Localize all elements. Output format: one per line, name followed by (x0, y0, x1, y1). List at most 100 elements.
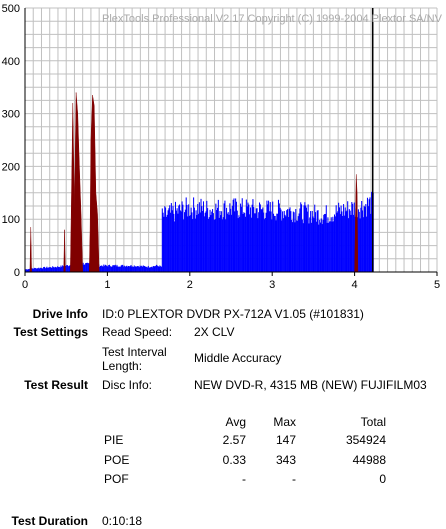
pie-bar (133, 265, 135, 272)
pie-bar (248, 204, 250, 272)
pie-bar (105, 265, 107, 272)
pie-bar (187, 216, 189, 272)
pie-bar (210, 215, 212, 272)
pie-bar (25, 269, 27, 272)
stats-row-name: POF (104, 472, 129, 486)
pie-bar (104, 264, 106, 272)
pie-bar (181, 201, 183, 272)
pie-bar (330, 217, 332, 272)
stats-row-total: 44988 (352, 453, 386, 467)
pie-bar (296, 220, 298, 272)
pie-bar (151, 266, 153, 272)
pie-bar (122, 264, 124, 272)
pie-bar (58, 266, 60, 272)
pie-bar (284, 214, 286, 272)
pie-bar (209, 209, 211, 272)
pie-bar (169, 205, 171, 272)
pie-bar (45, 267, 47, 272)
stats-row-total: 0 (379, 472, 386, 486)
pie-bar (184, 209, 186, 272)
pie-bar (41, 268, 43, 272)
pie-bar (117, 266, 119, 272)
pie-bar (350, 214, 352, 272)
pie-bar (365, 204, 367, 272)
pie-bar (198, 202, 200, 272)
pie-bar (123, 265, 125, 272)
pie-bar (216, 210, 218, 272)
pie-bar (231, 205, 233, 272)
pie-bar (102, 266, 104, 272)
pie-bar (266, 200, 268, 272)
pie-bar (207, 208, 209, 272)
pie-bar (42, 268, 44, 272)
pie-bar (39, 267, 41, 272)
stats-row-avg: 0.33 (222, 453, 246, 467)
pie-bar (132, 266, 134, 272)
pie-bar (264, 217, 266, 272)
pie-bar (123, 266, 125, 272)
pie-bar (126, 265, 128, 272)
pie-bar (273, 213, 275, 272)
pie-bar (271, 219, 273, 272)
test-settings-label: Test Settings (13, 325, 88, 339)
pie-bar (371, 191, 373, 272)
pie-bar (349, 210, 351, 272)
pie-bar (116, 264, 118, 272)
pie-bar (306, 211, 308, 272)
pie-bar (268, 211, 270, 272)
pie-bar (165, 216, 167, 272)
pie-bar (57, 267, 59, 272)
pie-bar (226, 213, 228, 272)
pie-bar (197, 204, 199, 272)
pie-bar (328, 222, 330, 272)
pie-bar (143, 265, 145, 272)
pie-bar (369, 197, 371, 272)
pie-bar (182, 204, 184, 272)
pie-bar (131, 266, 133, 272)
pie-bar (25, 269, 27, 272)
pie-bar (276, 213, 278, 272)
pie-bar (233, 198, 235, 272)
pie-bar (303, 205, 305, 272)
pie-bar (319, 222, 322, 272)
pie-bar (68, 265, 70, 272)
pie-bar (299, 208, 301, 272)
pie-bar (149, 267, 151, 272)
error-chart: 0 100 200 300 400 500 0 1 2 3 4 5 PlexTools Profes… (2, 3, 443, 291)
pie-bar (292, 211, 294, 272)
pie-bar (307, 204, 309, 272)
pie-bar (31, 268, 33, 272)
pie-bar (220, 215, 222, 272)
pie-bar (331, 221, 333, 272)
pie-bar (67, 266, 69, 272)
pie-bar (34, 267, 36, 272)
pie-bar (203, 216, 205, 272)
pie-bar (99, 265, 102, 272)
pie-bar (129, 266, 131, 272)
pie-bar (285, 216, 287, 272)
pie-bar (46, 266, 48, 272)
pie-bar (323, 214, 325, 272)
pie-bar (155, 265, 157, 272)
pie-bar (121, 264, 123, 272)
pie-bar (269, 202, 271, 272)
pie-bar (260, 209, 262, 272)
pie-bar (290, 211, 292, 272)
pie-bar (28, 269, 30, 272)
pie-bar (52, 266, 54, 272)
pie-bar (119, 266, 121, 272)
pie-bar (242, 213, 244, 272)
pie-bar (138, 267, 140, 272)
pie-bar (158, 266, 160, 272)
pie-bar (26, 269, 28, 272)
pie-bar (193, 207, 195, 272)
pie-bar (277, 213, 279, 272)
pie-bar (124, 266, 126, 272)
pie-bar (38, 267, 40, 272)
x-tick-label: 1 (104, 279, 110, 291)
pie-bar (251, 204, 253, 272)
interval-value: Middle Accuracy (194, 351, 282, 365)
pie-bar (250, 217, 252, 272)
pie-bar (55, 267, 57, 272)
pie-bar (327, 217, 329, 272)
